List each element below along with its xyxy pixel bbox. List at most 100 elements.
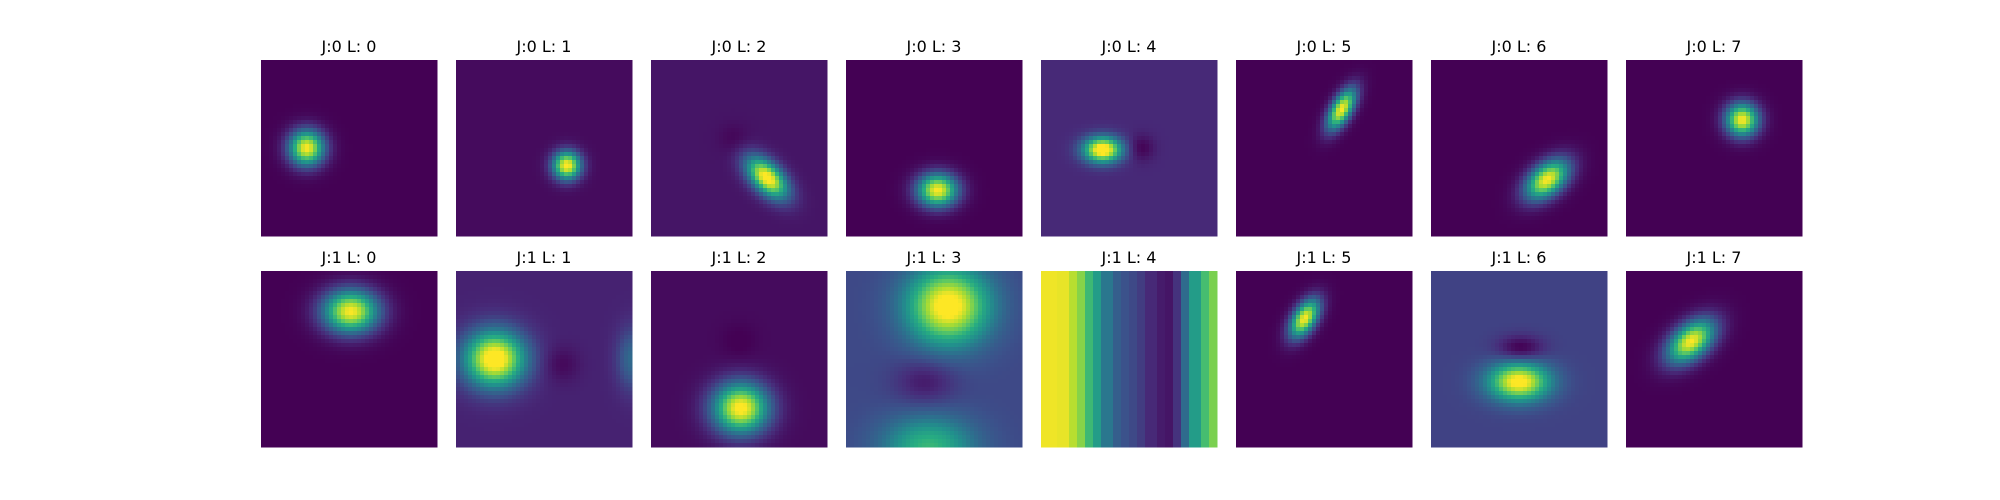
heatmap-cell [429,76,434,81]
heatmap-cell [468,108,473,113]
heatmap-cell [703,100,708,105]
heatmap-cell [620,152,625,157]
heatmap-cell [767,84,772,89]
heatmap-cell [560,192,565,197]
heatmap-cell [516,176,521,181]
heatmap-cell [297,148,302,153]
heatmap-cell [568,212,573,217]
heatmap-cell [413,112,418,117]
heatmap-cell [401,172,406,177]
heatmap-cell [560,88,565,93]
heatmap-cell [325,196,330,201]
heatmap-cell [433,164,438,169]
heatmap-cell [269,220,274,225]
heatmap-cell [719,120,724,125]
heatmap-cell [600,160,605,165]
heatmap-cell [612,204,617,209]
heatmap-cell [309,124,314,129]
heatmap-cell [671,68,676,73]
heatmap-cell [317,232,322,237]
heatmap-cell [735,120,740,125]
heatmap-cell [353,144,358,149]
heatmap-cell [512,224,517,229]
heatmap-cell [815,128,820,133]
heatmap-cell [747,136,752,141]
heatmap-cell [421,80,426,85]
heatmap-cell [803,96,808,101]
heatmap-cell [624,172,629,177]
heatmap-cell [576,232,581,237]
heatmap-cell [751,124,756,129]
heatmap-cell [373,148,378,153]
heatmap-cell [341,64,346,69]
heatmap-cell [365,100,370,105]
heatmap-cell [556,180,561,185]
heatmap-cell [628,180,633,185]
heatmap-cell [305,228,310,233]
heatmap-cell [655,88,660,93]
heatmap-cell [775,104,780,109]
heatmap-cell [329,96,334,101]
heatmap-cell [552,128,557,133]
heatmap-cell [425,152,430,157]
heatmap-cell [309,128,314,133]
heatmap-cell [651,84,656,89]
heatmap-cell [504,172,509,177]
heatmap-cell [484,188,489,193]
heatmap-cell [309,96,314,101]
heatmap-cell [683,60,688,65]
heatmap-cell [552,168,557,173]
heatmap-cell [433,156,438,161]
heatmap-cell [823,104,828,109]
heatmap-cell [325,180,330,185]
heatmap-cell [273,112,278,117]
heatmap-cell [393,176,398,181]
heatmap-cell [405,124,410,129]
heatmap-cell [759,96,764,101]
heatmap-cell [540,76,545,81]
heatmap-cell [409,100,414,105]
heatmap-cell [496,120,501,125]
heatmap-cell [361,80,366,85]
heatmap-cell [385,72,390,77]
heatmap-cell [707,92,712,97]
heatmap-cell [313,172,318,177]
heatmap-cell [576,216,581,221]
heatmap-cell [592,184,597,189]
heatmap-cell [413,104,418,109]
heatmap-cell [289,84,294,89]
heatmap-cell [281,92,286,97]
heatmap-cell [564,208,569,213]
heatmap-cell [381,76,386,81]
heatmap-cell [540,112,545,117]
heatmap-cell [325,80,330,85]
heatmap-cell [751,128,756,133]
heatmap-cell [464,112,469,117]
heatmap-cell [405,80,410,85]
heatmap-cell [417,188,422,193]
heatmap-cell [329,64,334,69]
heatmap-cell [496,184,501,189]
heatmap-cell [572,68,577,73]
heatmap-cell [516,128,521,133]
heatmap-cell [301,108,306,113]
heatmap-cell [365,220,370,225]
heatmap-cell [735,72,740,77]
heatmap-cell [584,128,589,133]
heatmap-cell [325,132,330,137]
heatmap-cell [532,132,537,137]
heatmap-cell [620,120,625,125]
heatmap-cell [568,84,573,89]
heatmap-cell [592,180,597,185]
heatmap-cell [496,232,501,237]
heatmap-cell [417,208,422,213]
heatmap-cell [301,172,306,177]
heatmap-cell [687,124,692,129]
heatmap-cell [588,172,593,177]
heatmap-cell [552,100,557,105]
heatmap-cell [413,184,418,189]
heatmap-cell [337,220,342,225]
heatmap-cell [393,188,398,193]
heatmap-cell [333,128,338,133]
heatmap-cell [659,148,664,153]
